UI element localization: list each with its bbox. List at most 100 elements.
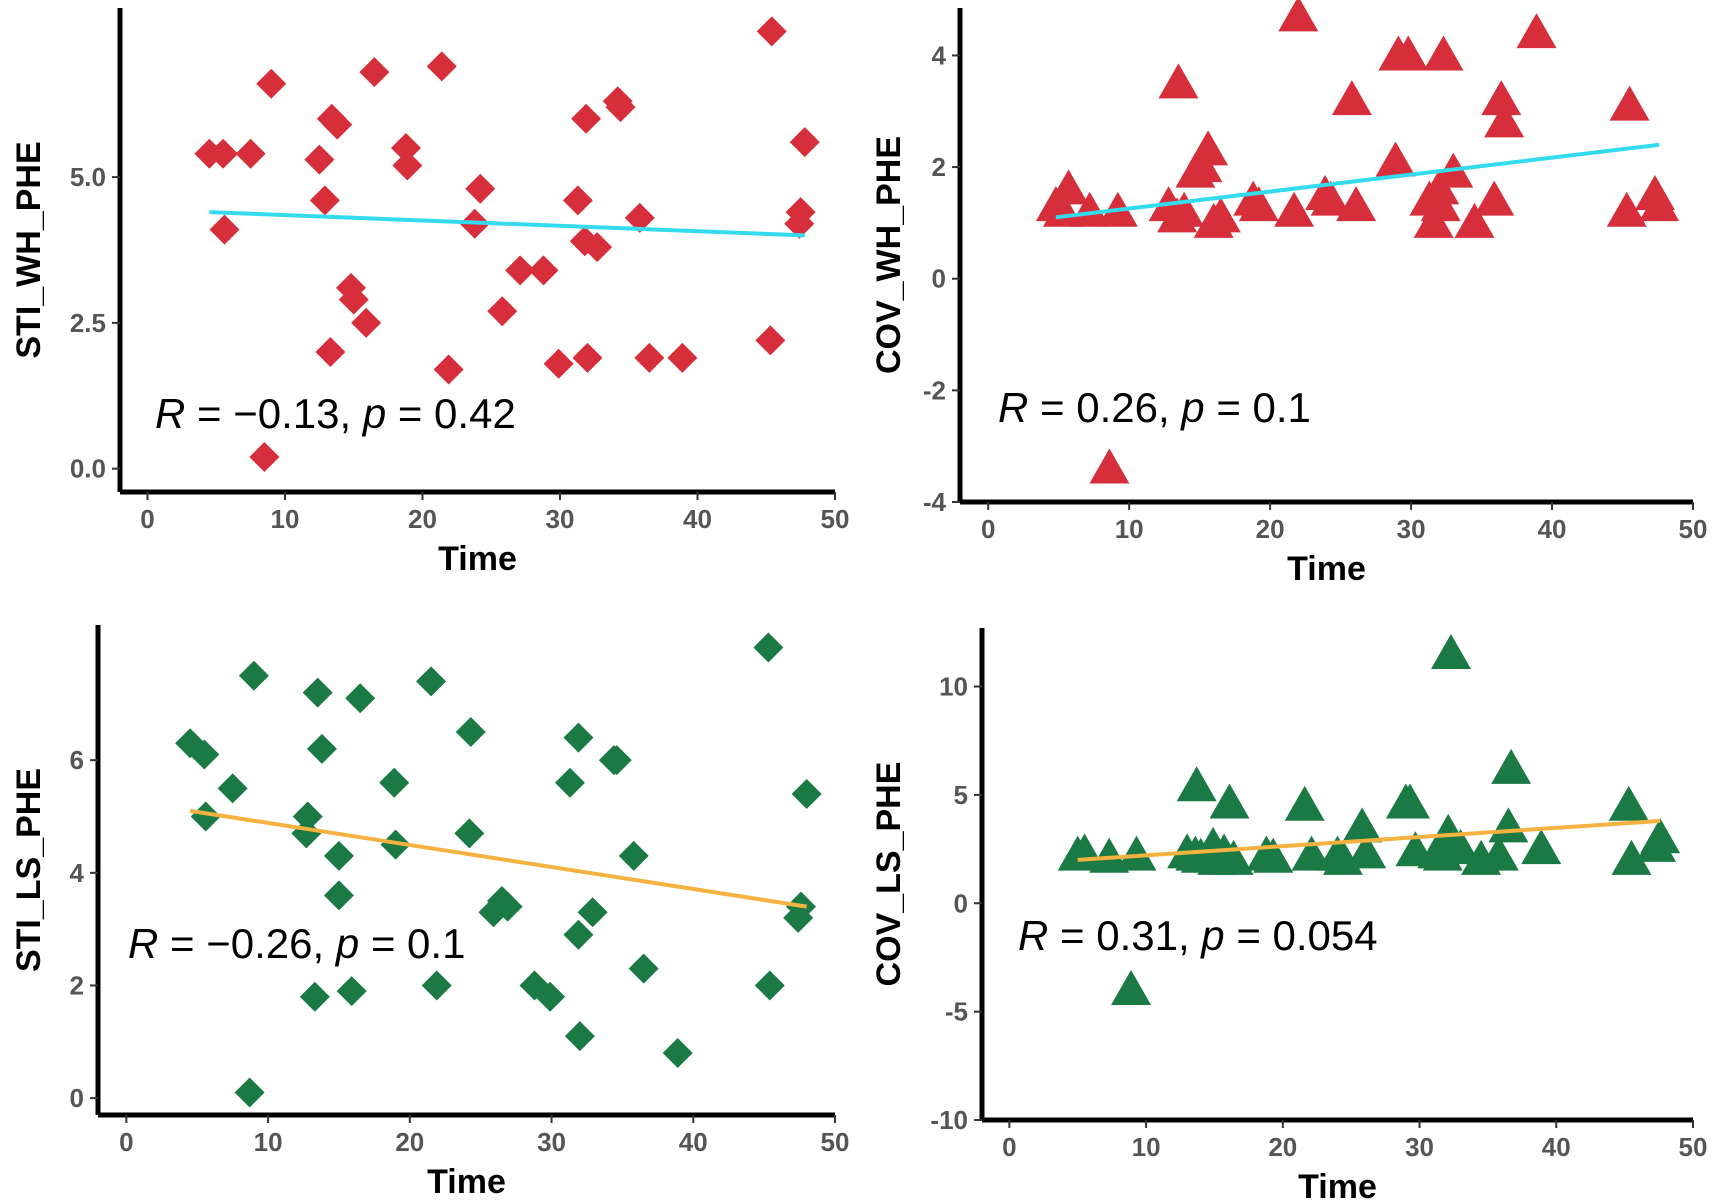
y-tick-label: 10 [939,672,968,702]
y-tick-label: 2 [932,152,946,182]
data-point [345,683,376,714]
x-tick-label: 20 [1268,1132,1297,1162]
y-axis-title: COV_LS_PHE [870,762,908,987]
stat-value: = 0.42 [386,390,516,437]
data-point [426,51,457,82]
data-point [756,16,787,47]
data-point [1089,448,1130,484]
y-tick-label: -2 [923,375,946,405]
data-point [618,840,649,871]
data-point [455,717,486,748]
data-point [433,354,464,385]
data-point [338,284,369,315]
data-point [1388,35,1429,71]
stat-symbol: p [361,390,386,437]
data-point [562,185,593,216]
data-point [1430,634,1471,670]
panel-sti-wh-phe: 0 10 20 30 40 50 0.0 2.5 5.0 Time STI_WH_PHE R = −0… [10,8,849,578]
data-point [1481,80,1522,116]
data-point [336,976,367,1007]
data-point [1611,839,1652,875]
y-tick-label: 0 [954,888,968,918]
data-point [1336,186,1377,222]
data-point [569,226,600,257]
x-tick-label: 20 [408,504,437,534]
x-tick-label: 50 [821,1127,850,1157]
data-point [554,767,585,798]
stat-symbol: R [128,920,158,967]
data-point [421,970,452,1001]
correlation-annotation: R = 0.26, p = 0.1 [998,384,1311,431]
x-tick-label: 20 [1256,514,1285,544]
data-point [1209,783,1250,819]
y-tick-label: 6 [70,745,84,775]
data-point [1176,766,1217,802]
data-point [323,840,354,871]
data-point [190,801,221,832]
data-point [754,970,785,1001]
data-point [755,325,786,356]
x-tick-label: 50 [821,504,850,534]
data-point [577,897,608,928]
data-point [234,1077,265,1108]
data-point [304,144,335,175]
data-point [1521,829,1562,865]
x-tick-label: 10 [1115,514,1144,544]
data-point [392,150,423,181]
data-point [416,666,447,697]
data-point [1042,191,1083,227]
y-tick-label: 0 [932,264,946,294]
x-tick-label: 0 [981,514,995,544]
data-point [572,342,603,373]
stat-value: = 0.1 [359,920,465,967]
data-point [1111,969,1152,1005]
data-point [487,296,518,327]
data-point [351,307,382,338]
data-point [543,348,574,379]
x-tick-label: 40 [679,1127,708,1157]
data-point [492,891,523,922]
stat-symbol: p [1199,912,1224,959]
data-point [391,132,421,163]
stat-symbol: R [155,390,185,437]
data-point [235,138,266,169]
data-point [1423,35,1464,71]
regression-line [189,808,807,909]
data-point [302,677,333,708]
panel-cov-wh-phe: 0 10 20 30 40 50 -4 -2 0 2 4 Time COV_WH_PHE R = 0.26… [870,0,1707,588]
x-tick-label: 20 [395,1127,424,1157]
data-point [667,342,698,373]
data-point [1213,839,1254,875]
data-point [789,127,820,158]
data-point [1116,835,1157,871]
y-tick-label: 2.5 [70,308,106,338]
x-tick-label: 30 [1405,1132,1434,1162]
x-axis-title: Time [427,1163,506,1201]
data-point [791,778,822,809]
data-point [315,337,346,368]
data-point [535,981,566,1012]
data-point [785,197,816,228]
y-tick-label: 4 [70,858,85,888]
y-tick-label: 0 [70,1083,84,1113]
data-point [1491,748,1532,784]
y-axis-title: COV_WH_PHE [870,136,908,374]
data-point [238,660,269,691]
data-point [359,57,390,88]
y-tick-label: -4 [923,487,947,517]
data-point [1310,180,1351,216]
data-point [1484,102,1525,138]
data-point [624,202,655,233]
correlation-annotation: R = 0.31, p = 0.054 [1018,912,1378,959]
data-point [634,342,665,373]
data-point [1440,829,1481,865]
data-point [1516,13,1557,49]
x-tick-label: 50 [1679,1132,1708,1162]
data-point [505,255,536,286]
data-point [1609,85,1650,121]
stat-value: = −0.26, [158,920,335,967]
y-tick-label: 5.0 [70,162,106,192]
data-point [1606,191,1647,227]
y-tick-label: 4 [932,40,947,70]
y-axis-title: STI_LS_PHE [10,768,48,972]
